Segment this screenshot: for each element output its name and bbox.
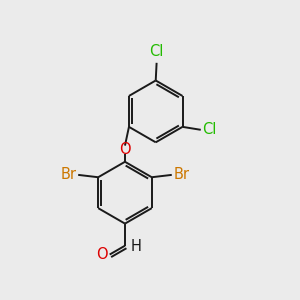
Text: Cl: Cl <box>149 44 164 59</box>
Text: Br: Br <box>173 167 189 182</box>
Text: O: O <box>96 247 107 262</box>
Text: Br: Br <box>61 167 77 182</box>
Text: Cl: Cl <box>202 122 216 137</box>
Text: O: O <box>119 142 131 157</box>
Text: H: H <box>130 239 141 254</box>
